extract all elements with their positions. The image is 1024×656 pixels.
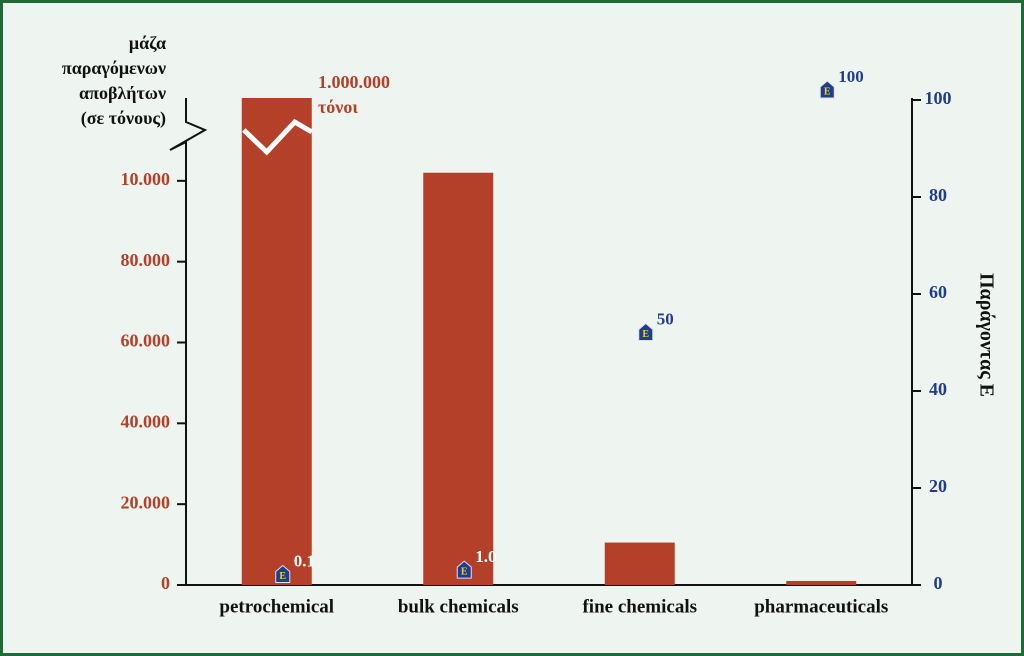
y-axis-label-line: παραγόμενων — [62, 58, 166, 78]
e-marker-letter: E — [461, 566, 468, 577]
e-marker-shape — [456, 560, 472, 579]
y-axis-label-line: μάζα — [129, 33, 166, 53]
bar — [423, 172, 494, 585]
x-tick-label: fine chemicals — [582, 596, 697, 617]
axis-break-mark — [242, 118, 314, 156]
y2-tick-label: 20 — [929, 476, 947, 496]
y2-axis-label: Παράγοντας E — [975, 273, 997, 397]
y2-tick-label: 40 — [929, 379, 947, 399]
bar — [604, 542, 675, 585]
y-tick-label: 40.000 — [121, 411, 171, 431]
value-label: 0.1 — [294, 551, 315, 570]
e-marker-letter: E — [824, 86, 831, 97]
y-tick-label: 0 — [161, 573, 170, 593]
value-label: 100 — [838, 67, 864, 86]
y-axis-line — [169, 98, 208, 585]
e-marker: E — [456, 560, 472, 579]
y-tick-label: 80.000 — [121, 250, 171, 270]
bar — [241, 98, 312, 585]
y-tick-label: 60.000 — [121, 331, 171, 351]
e-marker-letter: E — [279, 571, 286, 582]
e-marker: E — [819, 80, 835, 99]
y-axis-label: μάζα παραγόμενων αποβλήτων (σε τόνους) — [62, 33, 166, 129]
e-marker-shape — [275, 564, 291, 584]
e-marker-shape — [819, 80, 835, 99]
x-tick-label: pharmaceuticals — [754, 596, 888, 617]
y-axis-label-line: (σε τόνους) — [81, 108, 166, 129]
annotation: τόνοι — [318, 97, 358, 117]
value-label: 50 — [657, 309, 674, 328]
y2-tick-label: 100 — [925, 88, 952, 108]
value-label: 1.0 — [475, 547, 496, 566]
x-tick-label: bulk chemicals — [398, 596, 519, 617]
y2-tick-label: 80 — [929, 185, 947, 205]
y-tick-label: 20.000 — [121, 492, 171, 512]
e-marker: E — [275, 564, 291, 584]
e-marker: E — [638, 322, 654, 341]
annotation: 1.000.000 — [318, 72, 390, 92]
y-tick-label: 10.000 — [121, 169, 171, 189]
x-tick-label: petrochemical — [219, 596, 334, 617]
y2-tick-label: 60 — [929, 282, 947, 302]
e-marker-letter: E — [642, 329, 649, 340]
e-marker-shape — [638, 322, 654, 341]
y-axis-label-line: αποβλήτων — [79, 83, 166, 103]
y2-tick-label: 0 — [934, 573, 943, 593]
bar — [786, 580, 857, 585]
